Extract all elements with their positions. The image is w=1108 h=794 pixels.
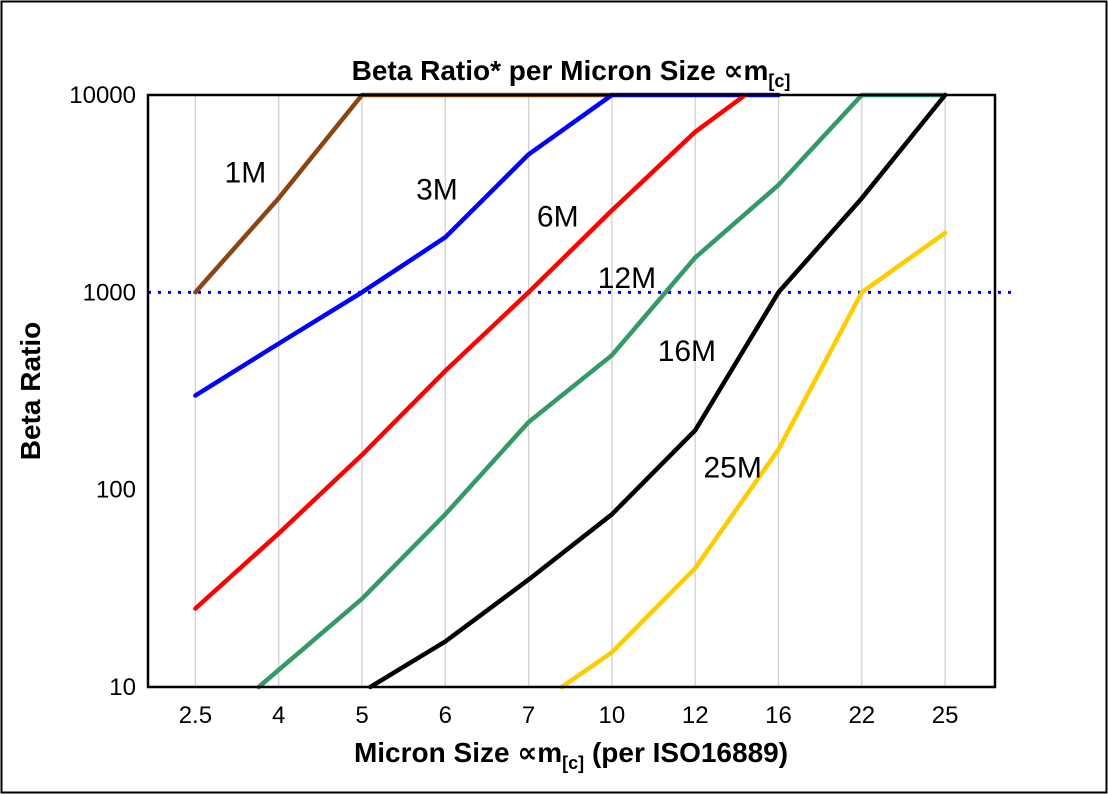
series-line-6M — [193, 92, 748, 611]
series-line-12M — [256, 92, 948, 690]
x-tick-label-5: 5 — [355, 702, 368, 729]
x-axis-label: Micron Size ∝m[c] (per ISO16889) — [354, 737, 788, 773]
x-tick-labels: 2.5 4 5 6 7 10 12 16 22 25 — [179, 702, 959, 729]
x-tick-label-4: 4 — [272, 702, 285, 729]
x-tick-label-22: 22 — [848, 702, 875, 729]
y-tick-labels: 10 100 1000 10000 — [69, 82, 136, 701]
series-label-1M: 1M — [225, 157, 267, 190]
x-axis-label-suffix: (per ISO16889) — [584, 737, 788, 768]
x-axis-label-subscript: [c] — [562, 753, 584, 773]
series-label-25M: 25M — [704, 452, 762, 485]
series-labels: 1M 3M 6M 12M 16M 25M — [225, 157, 762, 485]
series-label-6M: 6M — [537, 201, 579, 234]
y-tick-label-1000: 1000 — [83, 279, 136, 306]
gridlines — [194, 95, 946, 687]
series-label-3M: 3M — [416, 174, 458, 207]
x-tick-label-16: 16 — [765, 702, 792, 729]
series-line-25M — [559, 230, 948, 690]
y-axis-label: Beta Ratio — [15, 322, 46, 460]
x-tick-label-10: 10 — [599, 702, 626, 729]
series-layer — [193, 92, 948, 690]
plot-border — [146, 93, 997, 689]
chart-title: Beta Ratio* per Micron Size ∝m[c] — [352, 55, 791, 91]
chart-title-main: Beta Ratio* per Micron Size — [352, 55, 724, 86]
y-tick-label-100: 100 — [96, 477, 136, 504]
x-axis-label-symbol: ∝m — [517, 737, 562, 768]
series-label-12M: 12M — [598, 262, 656, 295]
series-line-16M — [368, 92, 948, 690]
series-label-16M: 16M — [658, 335, 716, 368]
x-axis-label-prefix: Micron Size — [354, 737, 517, 768]
x-tick-label-12: 12 — [682, 702, 709, 729]
x-tick-label-6: 6 — [439, 702, 452, 729]
y-tick-label-10000: 10000 — [69, 82, 136, 109]
x-tick-label-25: 25 — [932, 702, 959, 729]
x-tick-label-7: 7 — [522, 702, 535, 729]
chart-title-subscript: [c] — [768, 71, 790, 91]
x-tick-label-2.5: 2.5 — [179, 702, 212, 729]
y-tick-label-10: 10 — [109, 674, 136, 701]
chart-title-symbol: ∝m — [724, 55, 769, 86]
